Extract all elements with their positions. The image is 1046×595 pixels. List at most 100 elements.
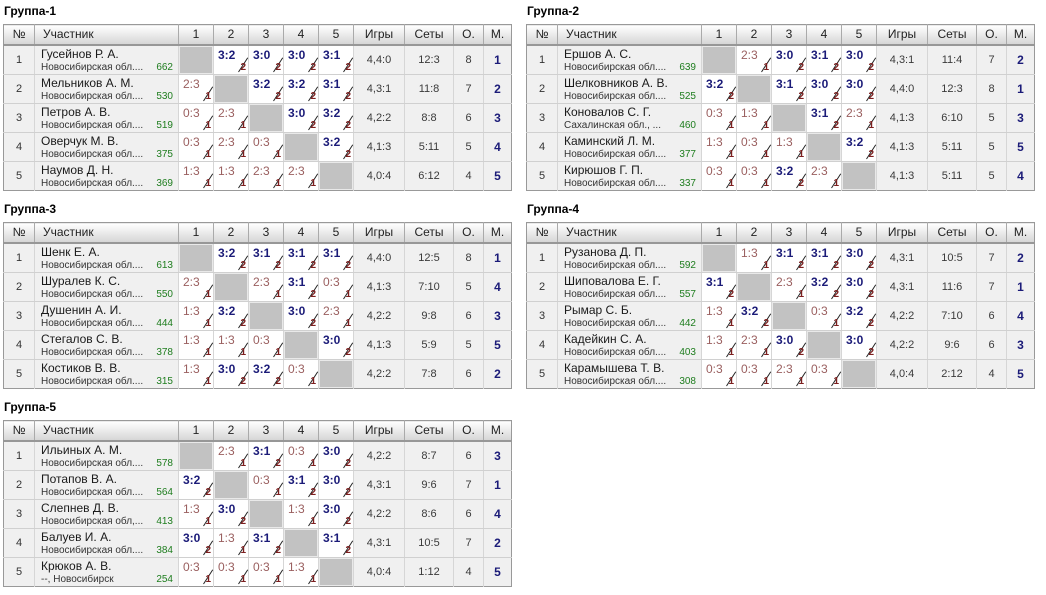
match-score: 0:3 <box>288 443 305 458</box>
participant-row: 4 Стегалов С. В. Новосибирская обл.... 378 1… <box>3 330 512 360</box>
self-cell <box>248 301 284 331</box>
participant-subline: Новосибирская обл.... 308 <box>564 376 698 387</box>
header-round-2: 2 <box>736 24 772 46</box>
sets-cell: 12:3 <box>927 74 977 104</box>
participant-rating: 377 <box>679 148 696 160</box>
match-cell: 3:1 2 <box>248 528 284 558</box>
points-cell: 5 <box>976 132 1007 162</box>
match-sub: 2 <box>275 61 281 73</box>
participant-cell: Кадейкин С. А. Новосибирская обл.... 403 <box>557 330 702 360</box>
row-number: 3 <box>3 103 35 133</box>
participant-subline: Новосибирская обл.... 592 <box>564 260 698 271</box>
participant-region: Новосибирская обл.... <box>41 457 144 469</box>
match-sub: 1 <box>728 119 734 131</box>
match-score: 0:3 <box>706 105 723 120</box>
match-cell: 0:3 1 <box>248 557 284 586</box>
group-table: № Участник 1 2 3 4 5 Игры Сеты О. М. 1 Ершов А. С. Н… <box>526 24 1035 191</box>
match-sub: 2 <box>240 515 246 527</box>
match-cell: 0:3 1 <box>283 440 319 471</box>
match-score: 2:3 <box>218 443 235 458</box>
sets-cell: 10:5 <box>404 528 454 558</box>
group-table-body: 1 Ильиных А. М. Новосибирская обл.... 578 2:… <box>3 440 512 586</box>
match-score: 3:2 <box>183 472 201 487</box>
participant-subline: Новосибирская обл.... 377 <box>564 149 698 160</box>
match-score: 0:3 <box>183 559 200 574</box>
match-score: 3:2 <box>288 76 306 91</box>
match-sub: 1 <box>728 148 734 160</box>
match-sub: 2 <box>798 90 804 102</box>
match-sub: 1 <box>310 573 316 585</box>
match-sub: 2 <box>345 148 351 160</box>
match-score: 2:3 <box>846 105 863 120</box>
match-cell: 3:0 2 <box>771 330 807 360</box>
match-cell: 1:3 1 <box>178 359 214 388</box>
participant-cell: Потапов В. А. Новосибирская обл.... 564 <box>34 470 179 500</box>
match-sub: 1 <box>275 346 281 358</box>
match-sub: 1 <box>205 573 211 585</box>
participant-region: Новосибирская обл.... <box>564 375 667 387</box>
participant-row: 2 Шиповалова Е. Г. Новосибирская обл.... 55… <box>526 272 1035 302</box>
match-cell: 1:3 1 <box>283 557 319 586</box>
match-sub: 1 <box>205 346 211 358</box>
points-cell: 8 <box>453 242 484 273</box>
place-cell: 3 <box>483 440 512 471</box>
participant-rating: 378 <box>156 346 173 358</box>
match-cell: 3:1 2 <box>283 242 319 273</box>
match-score: 2:3 <box>288 163 305 178</box>
row-number: 5 <box>3 161 35 190</box>
participant-region: Новосибирская обл.... <box>41 375 144 387</box>
match-sub: 2 <box>798 259 804 271</box>
group-table-body: 1 Шенк Е. А. Новосибирская обл.... 613 3:2 2 3… <box>3 242 512 388</box>
participant-row: 3 Слепнев Д. В. Новосибирская обл,... 413 1:… <box>3 499 512 529</box>
header-points: О. <box>453 24 484 46</box>
match-score: 3:1 <box>811 245 829 260</box>
match-score: 0:3 <box>253 472 270 487</box>
match-sub: 2 <box>798 61 804 73</box>
participant-subline: Новосибирская обл.... 525 <box>564 91 698 102</box>
participant-cell: Душенин А. И. Новосибирская обл.... 444 <box>34 301 179 331</box>
self-cell <box>213 470 249 500</box>
place-cell: 2 <box>1006 44 1035 75</box>
match-sub: 1 <box>728 375 734 387</box>
participant-rating: 550 <box>156 288 173 300</box>
games-cell: 4,3:1 <box>353 528 405 558</box>
match-sub: 2 <box>798 177 804 189</box>
participant-rating: 337 <box>679 177 696 189</box>
match-score: 0:3 <box>811 303 828 318</box>
points-cell: 7 <box>453 470 484 500</box>
match-score: 3:0 <box>288 47 306 62</box>
match-sub: 1 <box>240 544 246 556</box>
participant-row: 2 Мельников А. М. Новосибирская обл.... 530… <box>3 74 512 104</box>
match-score: 3:2 <box>218 245 236 260</box>
match-cell: 2:3 1 <box>736 330 772 360</box>
games-cell: 4,1:3 <box>353 272 405 302</box>
match-score: 1:3 <box>183 303 200 318</box>
participant-subline: Новосибирская обл.... 530 <box>41 91 175 102</box>
points-cell: 7 <box>976 242 1007 273</box>
match-sub: 2 <box>345 515 351 527</box>
participant-row: 3 Коновалов С. Г. Сахалинская обл., ... 460… <box>526 103 1035 133</box>
participant-subline: Новосибирская обл.... 315 <box>41 376 175 387</box>
games-cell: 4,3:1 <box>353 74 405 104</box>
match-score: 0:3 <box>288 361 305 376</box>
place-cell: 3 <box>1006 103 1035 133</box>
participant-name: Рымар С. Б. <box>564 302 633 317</box>
match-sub: 1 <box>275 177 281 189</box>
participant-rating: 530 <box>156 90 173 102</box>
row-number: 5 <box>526 359 558 388</box>
participant-cell: Шелковников А. В. Новосибирская обл.... 52… <box>557 74 702 104</box>
match-score: 1:3 <box>706 332 723 347</box>
participant-name: Стегалов С. В. <box>41 331 123 346</box>
match-cell: 1:3 1 <box>736 103 772 133</box>
match-score: 0:3 <box>741 134 758 149</box>
match-score: 2:3 <box>253 274 270 289</box>
participant-name: Душенин А. И. <box>41 302 122 317</box>
self-cell <box>178 440 214 471</box>
sets-cell: 5:9 <box>404 330 454 360</box>
row-number: 1 <box>3 440 35 471</box>
match-sub: 2 <box>868 61 874 73</box>
header-row: № Участник 1 2 3 4 5 Игры Сеты О. М. <box>3 24 512 46</box>
self-cell <box>248 499 284 529</box>
header-sets: Сеты <box>404 222 454 244</box>
participant-rating: 315 <box>156 375 173 387</box>
